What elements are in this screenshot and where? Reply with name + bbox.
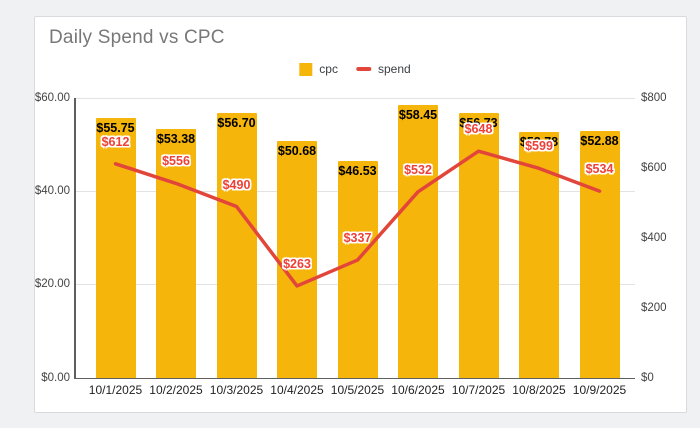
x-axis-label: 10/7/2025 bbox=[451, 383, 506, 397]
chart-title: Daily Spend vs CPC bbox=[49, 27, 225, 48]
right-axis-tick: $600 bbox=[641, 161, 667, 174]
left-axis-tick: $0.00 bbox=[41, 371, 70, 384]
cpc-bar-7[interactable] bbox=[458, 113, 499, 378]
legend-label-spend: spend bbox=[377, 62, 411, 76]
legend-label-cpc: cpc bbox=[319, 62, 338, 76]
cpc-value-label: $56.73 bbox=[459, 116, 498, 131]
cpc-value-label: $50.68 bbox=[277, 144, 317, 159]
spend-value-label: $556 bbox=[162, 154, 190, 169]
x-axis-label: 10/5/2025 bbox=[330, 383, 385, 397]
spend-value-label: $599 bbox=[525, 139, 553, 154]
spend-value-label: $534 bbox=[585, 162, 614, 177]
left-axis-tick: $40.00 bbox=[34, 184, 70, 197]
cpc-bar-2[interactable] bbox=[156, 128, 196, 378]
spend-value-label: $490 bbox=[222, 177, 251, 192]
y-axis-line bbox=[74, 98, 76, 378]
x-axis-label: 10/6/2025 bbox=[391, 383, 445, 397]
spend-value-label: $263 bbox=[283, 256, 311, 271]
spend-value-label: $337 bbox=[343, 231, 372, 246]
cpc-bar-5[interactable] bbox=[337, 160, 378, 378]
cpc-bar-3[interactable] bbox=[216, 113, 257, 378]
right-axis-tick: $400 bbox=[641, 231, 667, 244]
left-axis-tick: $20.00 bbox=[34, 278, 70, 291]
cpc-value-label: $56.70 bbox=[217, 116, 256, 131]
x-axis-label: 10/1/2025 bbox=[88, 383, 143, 397]
chart-legend: cpc spend bbox=[299, 61, 411, 77]
right-axis-tick: $200 bbox=[641, 301, 667, 314]
cpc-bar-9[interactable] bbox=[579, 131, 620, 378]
x-axis-label: 10/9/2025 bbox=[572, 383, 627, 397]
spend-series-swatch-icon bbox=[355, 67, 371, 71]
cpc-value-label: $53.38 bbox=[156, 131, 196, 146]
cpc-series-swatch-icon bbox=[299, 62, 313, 76]
spend-line[interactable] bbox=[113, 149, 602, 288]
left-axis-tick: $60.00 bbox=[34, 91, 70, 104]
cpc-value-label: $55.75 bbox=[96, 120, 135, 135]
cpc-value-label: $58.45 bbox=[398, 108, 438, 123]
x-axis-label: 10/3/2025 bbox=[209, 383, 264, 397]
spend-value-label: $612 bbox=[101, 134, 130, 149]
spend-value-label: $648 bbox=[464, 122, 493, 137]
right-axis-tick: $0 bbox=[641, 371, 654, 384]
right-axis-tick: $800 bbox=[641, 91, 667, 104]
cpc-value-label: $52.78 bbox=[519, 134, 559, 149]
cpc-bar-6[interactable] bbox=[398, 105, 438, 378]
x-axis-label: 10/8/2025 bbox=[512, 383, 566, 397]
gridline bbox=[75, 97, 635, 99]
legend-item-cpc[interactable]: cpc bbox=[299, 62, 338, 76]
x-axis-line bbox=[74, 377, 635, 379]
cpc-value-label: $46.53 bbox=[338, 163, 377, 178]
cpc-bar-4[interactable] bbox=[277, 141, 317, 378]
x-axis-label: 10/4/2025 bbox=[270, 383, 324, 397]
spend-value-label: $532 bbox=[404, 162, 432, 177]
legend-item-spend[interactable]: spend bbox=[355, 62, 411, 76]
x-axis-label: 10/2/2025 bbox=[149, 383, 203, 397]
cpc-bar-1[interactable] bbox=[95, 117, 136, 378]
cpc-value-label: $52.88 bbox=[580, 134, 619, 149]
